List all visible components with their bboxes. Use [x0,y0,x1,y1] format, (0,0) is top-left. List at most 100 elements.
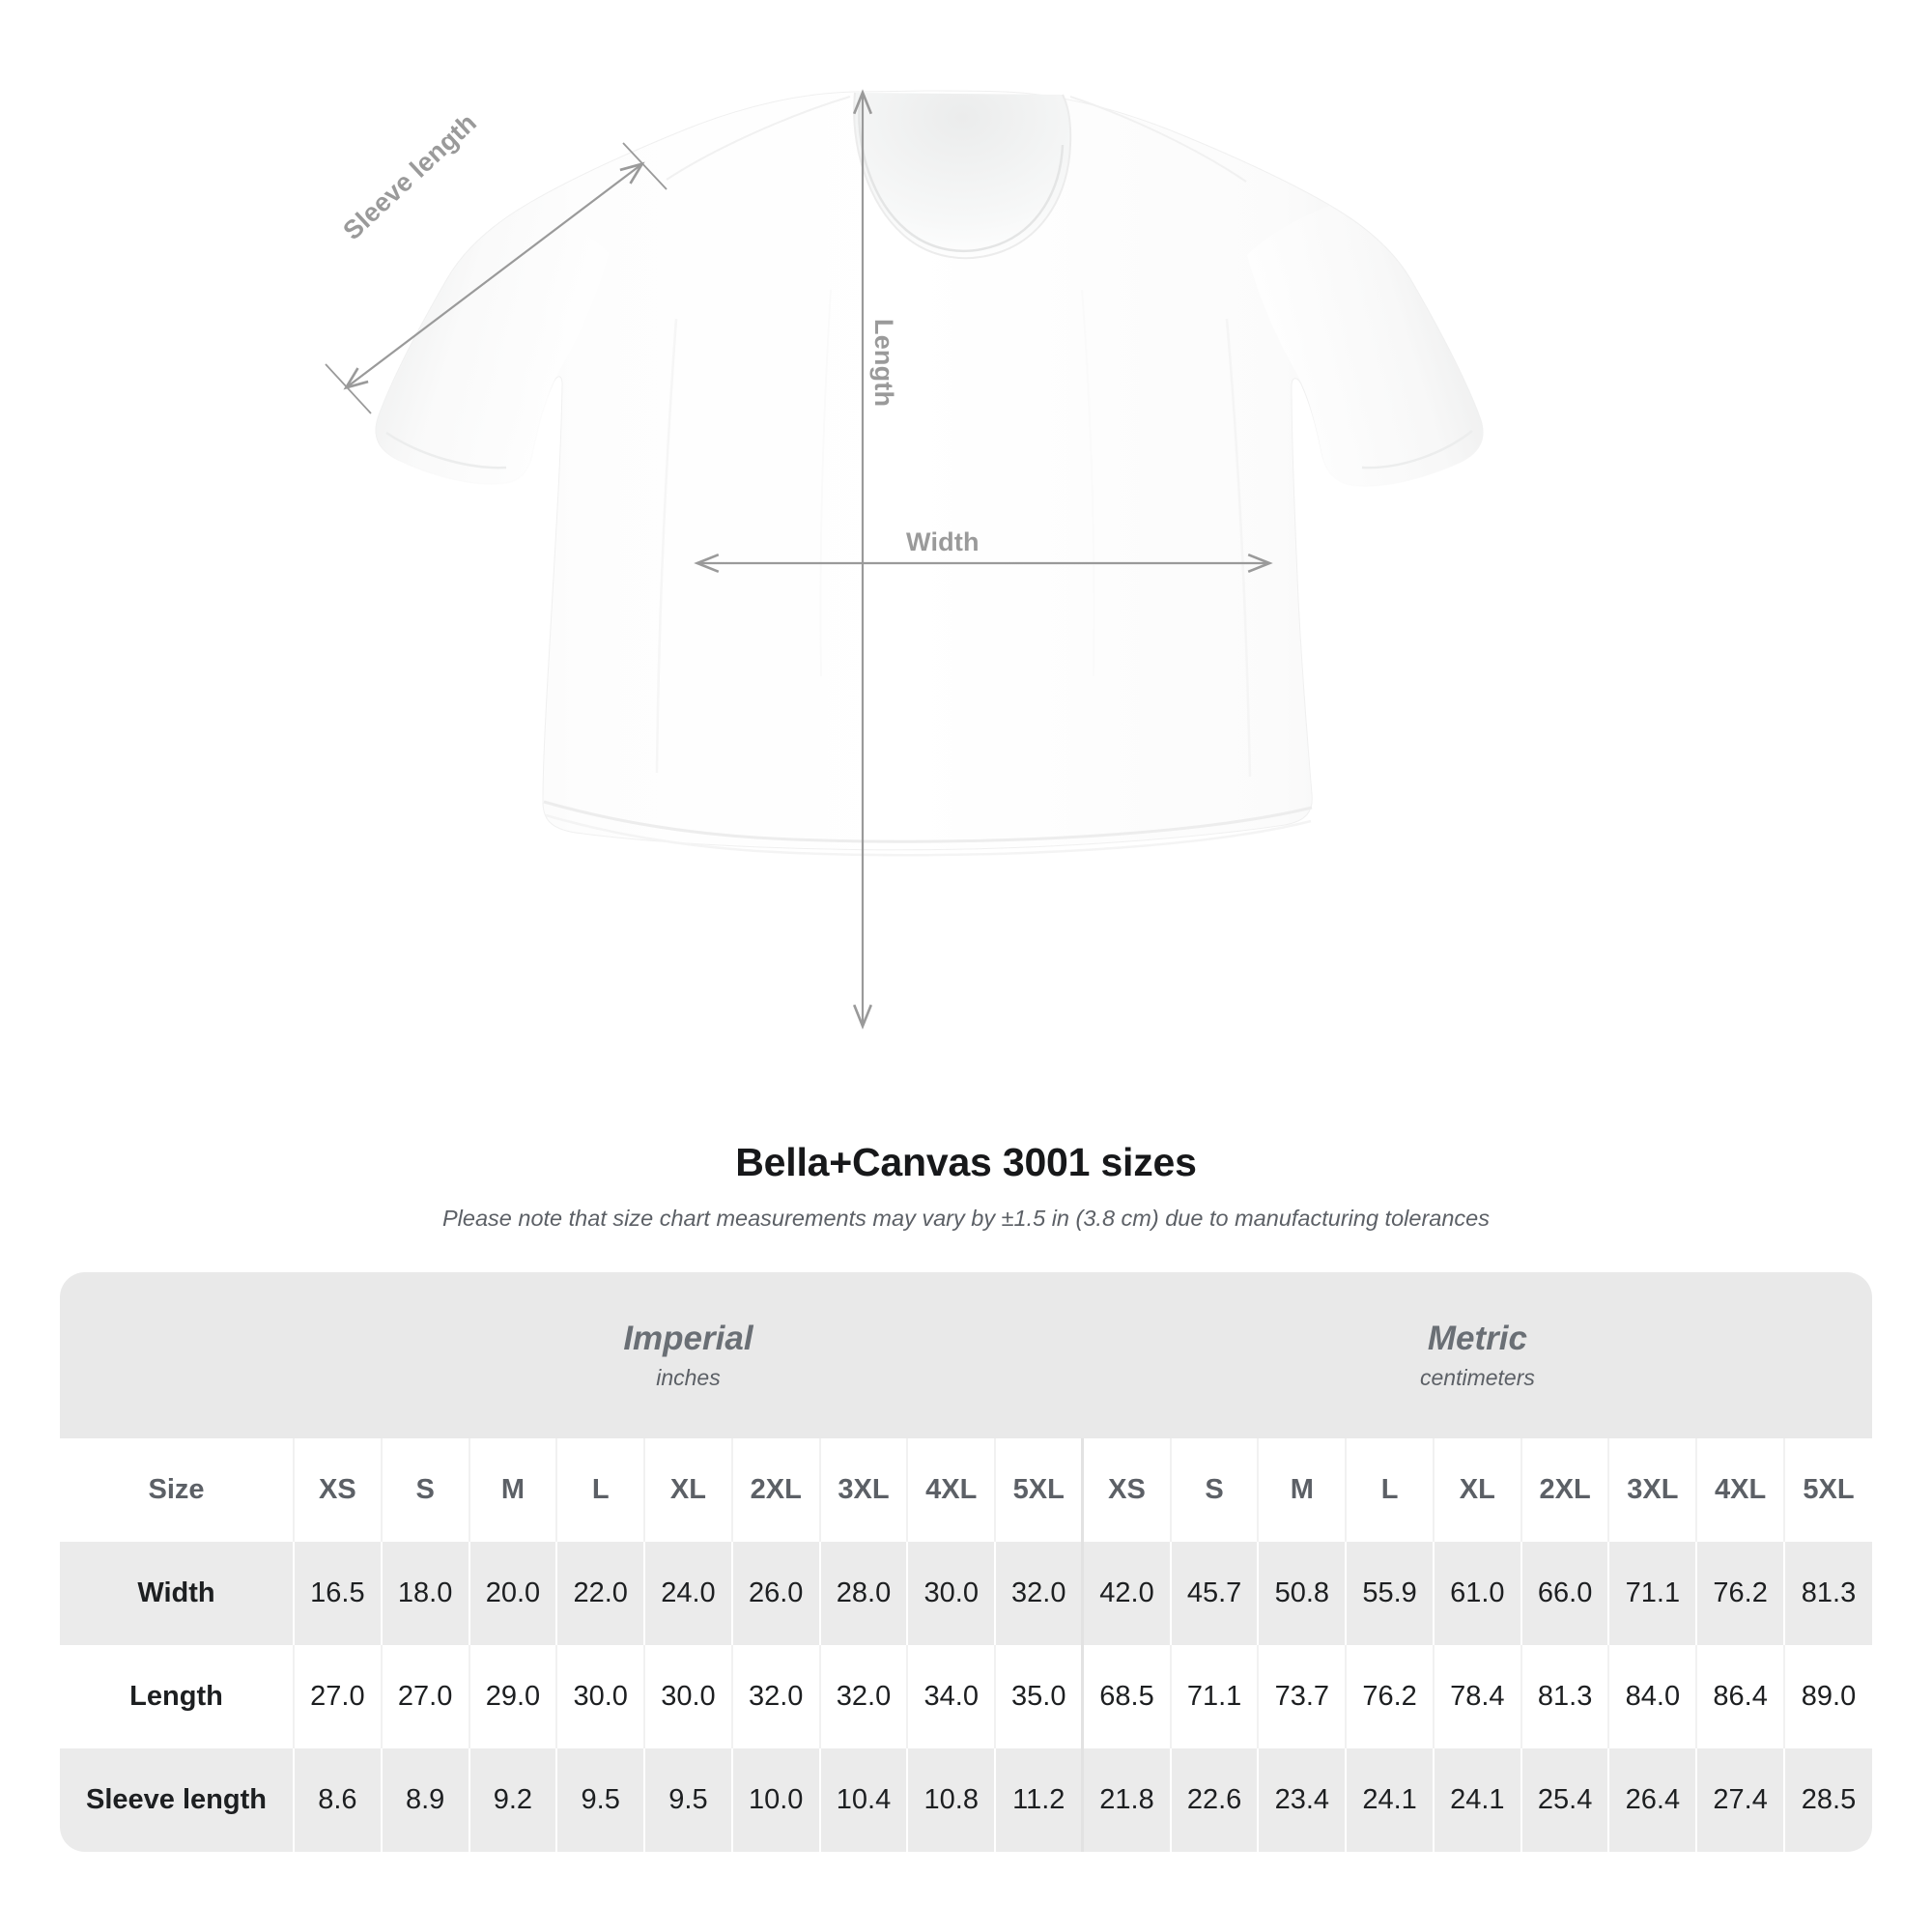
measurement-cell: 32.0 [819,1645,909,1748]
measurement-cell: 78.4 [1433,1645,1522,1748]
measurement-cell: 24.0 [644,1542,733,1645]
measurement-cell: 73.7 [1258,1645,1348,1748]
size-column-header: 4XL [907,1438,997,1542]
measurement-cell: 25.4 [1520,1748,1610,1852]
measurement-row-label: Width [60,1542,295,1645]
size-column-header: XS [1082,1438,1172,1542]
measurement-cell: 26.0 [731,1542,821,1645]
page-title: Bella+Canvas 3001 sizes [735,1140,1197,1184]
size-column-header: 5XL [995,1438,1085,1542]
measurement-cell: 8.9 [381,1748,470,1852]
unit-corner-cell [60,1272,294,1438]
tshirt-body-shape [375,90,1484,857]
table-row: Width 16.5 18.0 20.0 22.0 24.0 26.0 28.0 30.0 32.… [60,1542,1872,1645]
measurement-cell: 27.4 [1696,1748,1786,1852]
measurement-annotations [325,89,1273,1030]
unit-sub-imperial: inches [656,1365,721,1391]
tshirt-illustration [325,89,1484,1030]
size-header-row: Size XS S M L XL 2XL 3XL 4XL 5XL XS S M L XL 2XL 3XL 4XL… [60,1438,1872,1542]
measurement-cell: 9.2 [469,1748,558,1852]
measurement-cell: 61.0 [1433,1542,1522,1645]
measurement-cell: 22.0 [556,1542,646,1645]
measurement-cell: 9.5 [644,1748,733,1852]
measurement-cell: 35.0 [995,1645,1085,1748]
unit-cell-imperial: Imperial inches [294,1272,1083,1438]
measurement-cell: 84.0 [1608,1645,1698,1748]
measurement-cell: 9.5 [556,1748,646,1852]
size-row-label: Size [60,1438,295,1542]
measurement-cell: 55.9 [1346,1542,1435,1645]
table-row: Sleeve length 8.6 8.9 9.2 9.5 9.5 10.0 10.4 10.8… [60,1748,1872,1852]
measurement-cell: 81.3 [1520,1645,1610,1748]
measurement-cell: 22.6 [1170,1748,1260,1852]
table-row: Length 27.0 27.0 29.0 30.0 30.0 32.0 32.0 34.0 35… [60,1645,1872,1748]
sleeve-tick-bottom [325,363,372,414]
measurement-cell: 24.1 [1433,1748,1522,1852]
measurement-cell: 32.0 [731,1645,821,1748]
width-label: Width [906,527,980,556]
size-column-header: M [1258,1438,1348,1542]
measurement-cell: 30.0 [644,1645,733,1748]
unit-sub-metric: centimeters [1420,1365,1535,1391]
measurement-cell: 18.0 [381,1542,470,1645]
measurement-cell: 11.2 [995,1748,1085,1852]
measurement-cell: 26.4 [1608,1748,1698,1852]
unit-name-metric: Metric [1427,1319,1527,1357]
size-column-header: XL [1433,1438,1522,1542]
unit-header-row: Imperial inches Metric centimeters [60,1272,1872,1438]
measurement-row-label: Sleeve length [60,1748,295,1852]
measurement-cell: 68.5 [1082,1645,1172,1748]
measurement-cell: 10.8 [907,1748,997,1852]
measurement-row-label: Length [60,1645,295,1748]
measurement-cell: 34.0 [907,1645,997,1748]
measurement-cell: 45.7 [1170,1542,1260,1645]
measurement-cell: 86.4 [1696,1645,1786,1748]
measurement-cell: 76.2 [1346,1645,1435,1748]
unit-cell-metric: Metric centimeters [1082,1272,1872,1438]
sleeve-length-arrow [343,161,645,390]
measurement-cell: 27.0 [381,1645,470,1748]
size-column-header: XS [294,1438,383,1542]
measurement-cell: 29.0 [469,1645,558,1748]
measurement-cell: 27.0 [294,1645,383,1748]
sleeve-tick-top [622,142,668,190]
size-column-header: 4XL [1696,1438,1786,1542]
measurement-cell: 42.0 [1082,1542,1172,1645]
measurement-cell: 10.4 [819,1748,909,1852]
measurement-cell: 21.8 [1082,1748,1172,1852]
size-column-header: 3XL [1608,1438,1698,1542]
measurement-cell: 71.1 [1608,1542,1698,1645]
size-column-header: 2XL [731,1438,821,1542]
size-column-header: M [469,1438,558,1542]
measurement-cell: 32.0 [995,1542,1085,1645]
measurement-cell: 20.0 [469,1542,558,1645]
measurement-cell: 16.5 [294,1542,383,1645]
size-column-header: L [556,1438,646,1542]
measurement-cell: 76.2 [1696,1542,1786,1645]
size-column-header: L [1346,1438,1435,1542]
unit-name-imperial: Imperial [623,1319,753,1357]
length-label: Length [869,319,898,408]
size-column-header: S [381,1438,470,1542]
measurement-cell: 24.1 [1346,1748,1435,1852]
measurement-cell: 8.6 [294,1748,383,1852]
measurement-cell: 30.0 [907,1542,997,1645]
size-column-header: XL [644,1438,733,1542]
size-column-header: 5XL [1784,1438,1872,1542]
size-column-header: 2XL [1520,1438,1610,1542]
measurements-table: Imperial inches Metric centimeters Size … [60,1272,1872,1852]
measurement-cell: 28.0 [819,1542,909,1645]
measurement-cell: 89.0 [1784,1645,1872,1748]
measurement-cell: 28.5 [1784,1748,1872,1852]
size-column-header: S [1170,1438,1260,1542]
measurement-cell: 50.8 [1258,1542,1348,1645]
tolerance-note: Please note that size chart measurements… [442,1206,1490,1231]
measurement-cell: 81.3 [1784,1542,1872,1645]
measurement-cell: 71.1 [1170,1645,1260,1748]
measurement-cell: 66.0 [1520,1542,1610,1645]
size-chart-table: Imperial inches Metric centimeters Size … [60,1272,1872,1852]
size-column-header: 3XL [819,1438,909,1542]
measurement-cell: 30.0 [556,1645,646,1748]
tshirt-diagram: Sleeve length Length Width [325,89,1484,1030]
